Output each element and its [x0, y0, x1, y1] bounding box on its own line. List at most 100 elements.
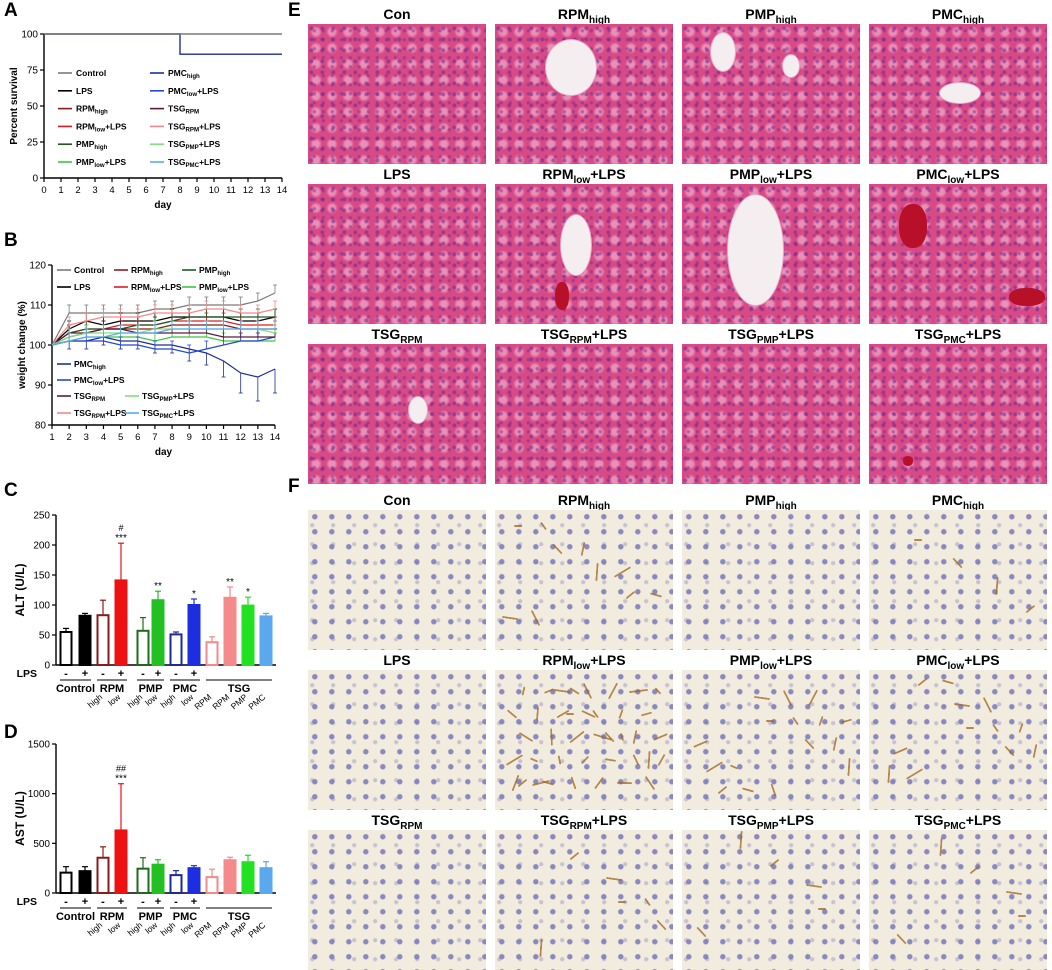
ast-ytick-label: 500 — [33, 839, 50, 850]
weight-xtick-label: 12 — [235, 432, 246, 443]
ihc-tile: TSGRPM — [308, 810, 486, 970]
ast-bar-PMChigh — [169, 874, 183, 894]
positive-stain — [618, 708, 624, 720]
alt-bar-PMChigh — [169, 633, 183, 667]
alt-bar-RPMhigh — [96, 614, 110, 667]
central-vein — [939, 82, 981, 104]
he-tile-label: RPMlow+LPS — [542, 166, 626, 186]
positive-stain — [613, 566, 632, 578]
ast-significance-hash: ## — [116, 764, 126, 774]
he-tile-label: PMChigh — [931, 6, 985, 26]
positive-stain — [594, 776, 604, 790]
ast-group-label: PMC — [173, 911, 198, 923]
he-tile-label: TSGRPM+LPS — [540, 326, 628, 346]
ast-lps-sign: - — [64, 896, 68, 908]
panel-letter-a: A — [4, 0, 18, 21]
weight-legend-label: LPS — [74, 282, 91, 292]
positive-stain — [696, 926, 707, 938]
central-vein — [408, 396, 428, 424]
he-tile: PMPlow+LPS — [682, 164, 860, 324]
positive-stain — [625, 590, 636, 600]
positive-stain — [739, 830, 743, 850]
survival-ytick-label: 25 — [27, 138, 39, 149]
survival-legend-label: Control — [76, 68, 106, 78]
ast-ytick-label: 0 — [44, 889, 50, 900]
ihc-micrograph — [495, 670, 673, 810]
alt-ytick-label: 150 — [33, 571, 50, 582]
survival-legend-label: TSGRPM+LPS — [168, 121, 221, 133]
central-vein — [782, 54, 800, 78]
ast-lps-sign: - — [174, 896, 178, 908]
positive-stain — [569, 851, 580, 861]
positive-stain — [653, 733, 668, 741]
ihc-micrograph — [308, 670, 486, 810]
positive-stain — [792, 716, 799, 726]
positive-stain — [656, 919, 667, 931]
ihc-micrograph — [495, 510, 673, 650]
ast-y-axis-label: AST (U/L) — [13, 791, 27, 846]
weight-legend-label: TSGPMP+LPS — [142, 391, 195, 403]
alt-bar-TSGPMC+LPS — [259, 615, 273, 667]
survival-legend-label: PMClow+LPS — [168, 86, 219, 98]
survival-xtick-label: 4 — [109, 185, 114, 196]
central-vein — [545, 39, 597, 96]
ihc-micrograph — [869, 670, 1047, 810]
ihc-tile-label: RPMlow+LPS — [542, 652, 626, 672]
central-vein — [560, 214, 592, 276]
weight-xtick-label: 10 — [201, 432, 212, 443]
ihc-tile-label: PMClow+LPS — [916, 652, 1000, 672]
he-tile-label: PMClow+LPS — [916, 166, 1000, 186]
weight-line-LPS — [51, 316, 276, 346]
ihc-tile-label: TSGPMP+LPS — [728, 812, 814, 832]
ihc-tile-label: TSGRPM+LPS — [540, 812, 628, 832]
positive-stain — [893, 747, 908, 755]
panel-letter-d: D — [4, 722, 18, 743]
ast-lps-label: LPS — [17, 896, 37, 908]
survival-legend-label: PMPlow+LPS — [76, 157, 126, 169]
survival-line-PMChigh — [44, 33, 282, 55]
positive-stain — [518, 731, 534, 743]
survival-legend-label: TSGRPM — [168, 104, 199, 116]
he-tile-label: RPMhigh — [557, 6, 611, 26]
weight-y-axis-label: weight change (%) — [17, 301, 28, 390]
he-tile: PMPhigh — [682, 4, 860, 164]
ast-bar-TSGRPM+LPS — [223, 859, 237, 894]
alt-bar-PMPhigh — [136, 629, 150, 666]
weight-legend-label: TSGRPM+LPS — [74, 408, 127, 420]
alt-ytick-label: 250 — [33, 511, 50, 522]
positive-stain — [1018, 915, 1026, 917]
survival-y-axis-label: Percent survival — [9, 67, 20, 144]
he-tile: TSGPMC+LPS — [869, 324, 1047, 484]
ihc-tile: PMPlow+LPS — [682, 650, 860, 810]
positive-stain — [1004, 745, 1015, 757]
positive-stain — [619, 732, 625, 742]
hemorrhage — [903, 456, 913, 466]
survival-xtick-label: 13 — [260, 185, 271, 196]
weight-xtick-label: 9 — [187, 432, 192, 443]
ihc-tile: Con — [308, 490, 486, 650]
survival-xtick-label: 11 — [226, 185, 236, 196]
positive-stain — [506, 709, 518, 719]
alt-bar-TSGRPM+LPS — [223, 596, 237, 666]
panel-letter-f: F — [288, 476, 300, 497]
weight-legend-label: Control — [74, 265, 104, 275]
he-tile: RPMlow+LPS — [495, 164, 673, 324]
positive-stain — [941, 679, 955, 685]
ihc-micrograph — [869, 830, 1047, 970]
alt-lps-sign: + — [118, 668, 124, 680]
positive-stain — [966, 727, 974, 729]
positive-stain — [982, 696, 993, 714]
weight-xtick-label: 2 — [67, 432, 72, 443]
he-micrograph — [682, 184, 860, 324]
ast-lps-sign: + — [118, 896, 124, 908]
survival-ytick-label: 100 — [21, 30, 38, 41]
weight-xtick-label: 5 — [118, 432, 123, 443]
he-tile: TSGPMP+LPS — [682, 324, 860, 484]
he-tile: RPMhigh — [495, 4, 673, 164]
positive-stain — [539, 938, 543, 958]
alt-group-label: TSG — [228, 683, 251, 695]
ihc-micrograph — [869, 510, 1047, 650]
positive-stain — [505, 754, 524, 766]
weight-legend-label: RPMlow+LPS — [131, 282, 182, 294]
ast-bar-Control — [59, 871, 73, 894]
